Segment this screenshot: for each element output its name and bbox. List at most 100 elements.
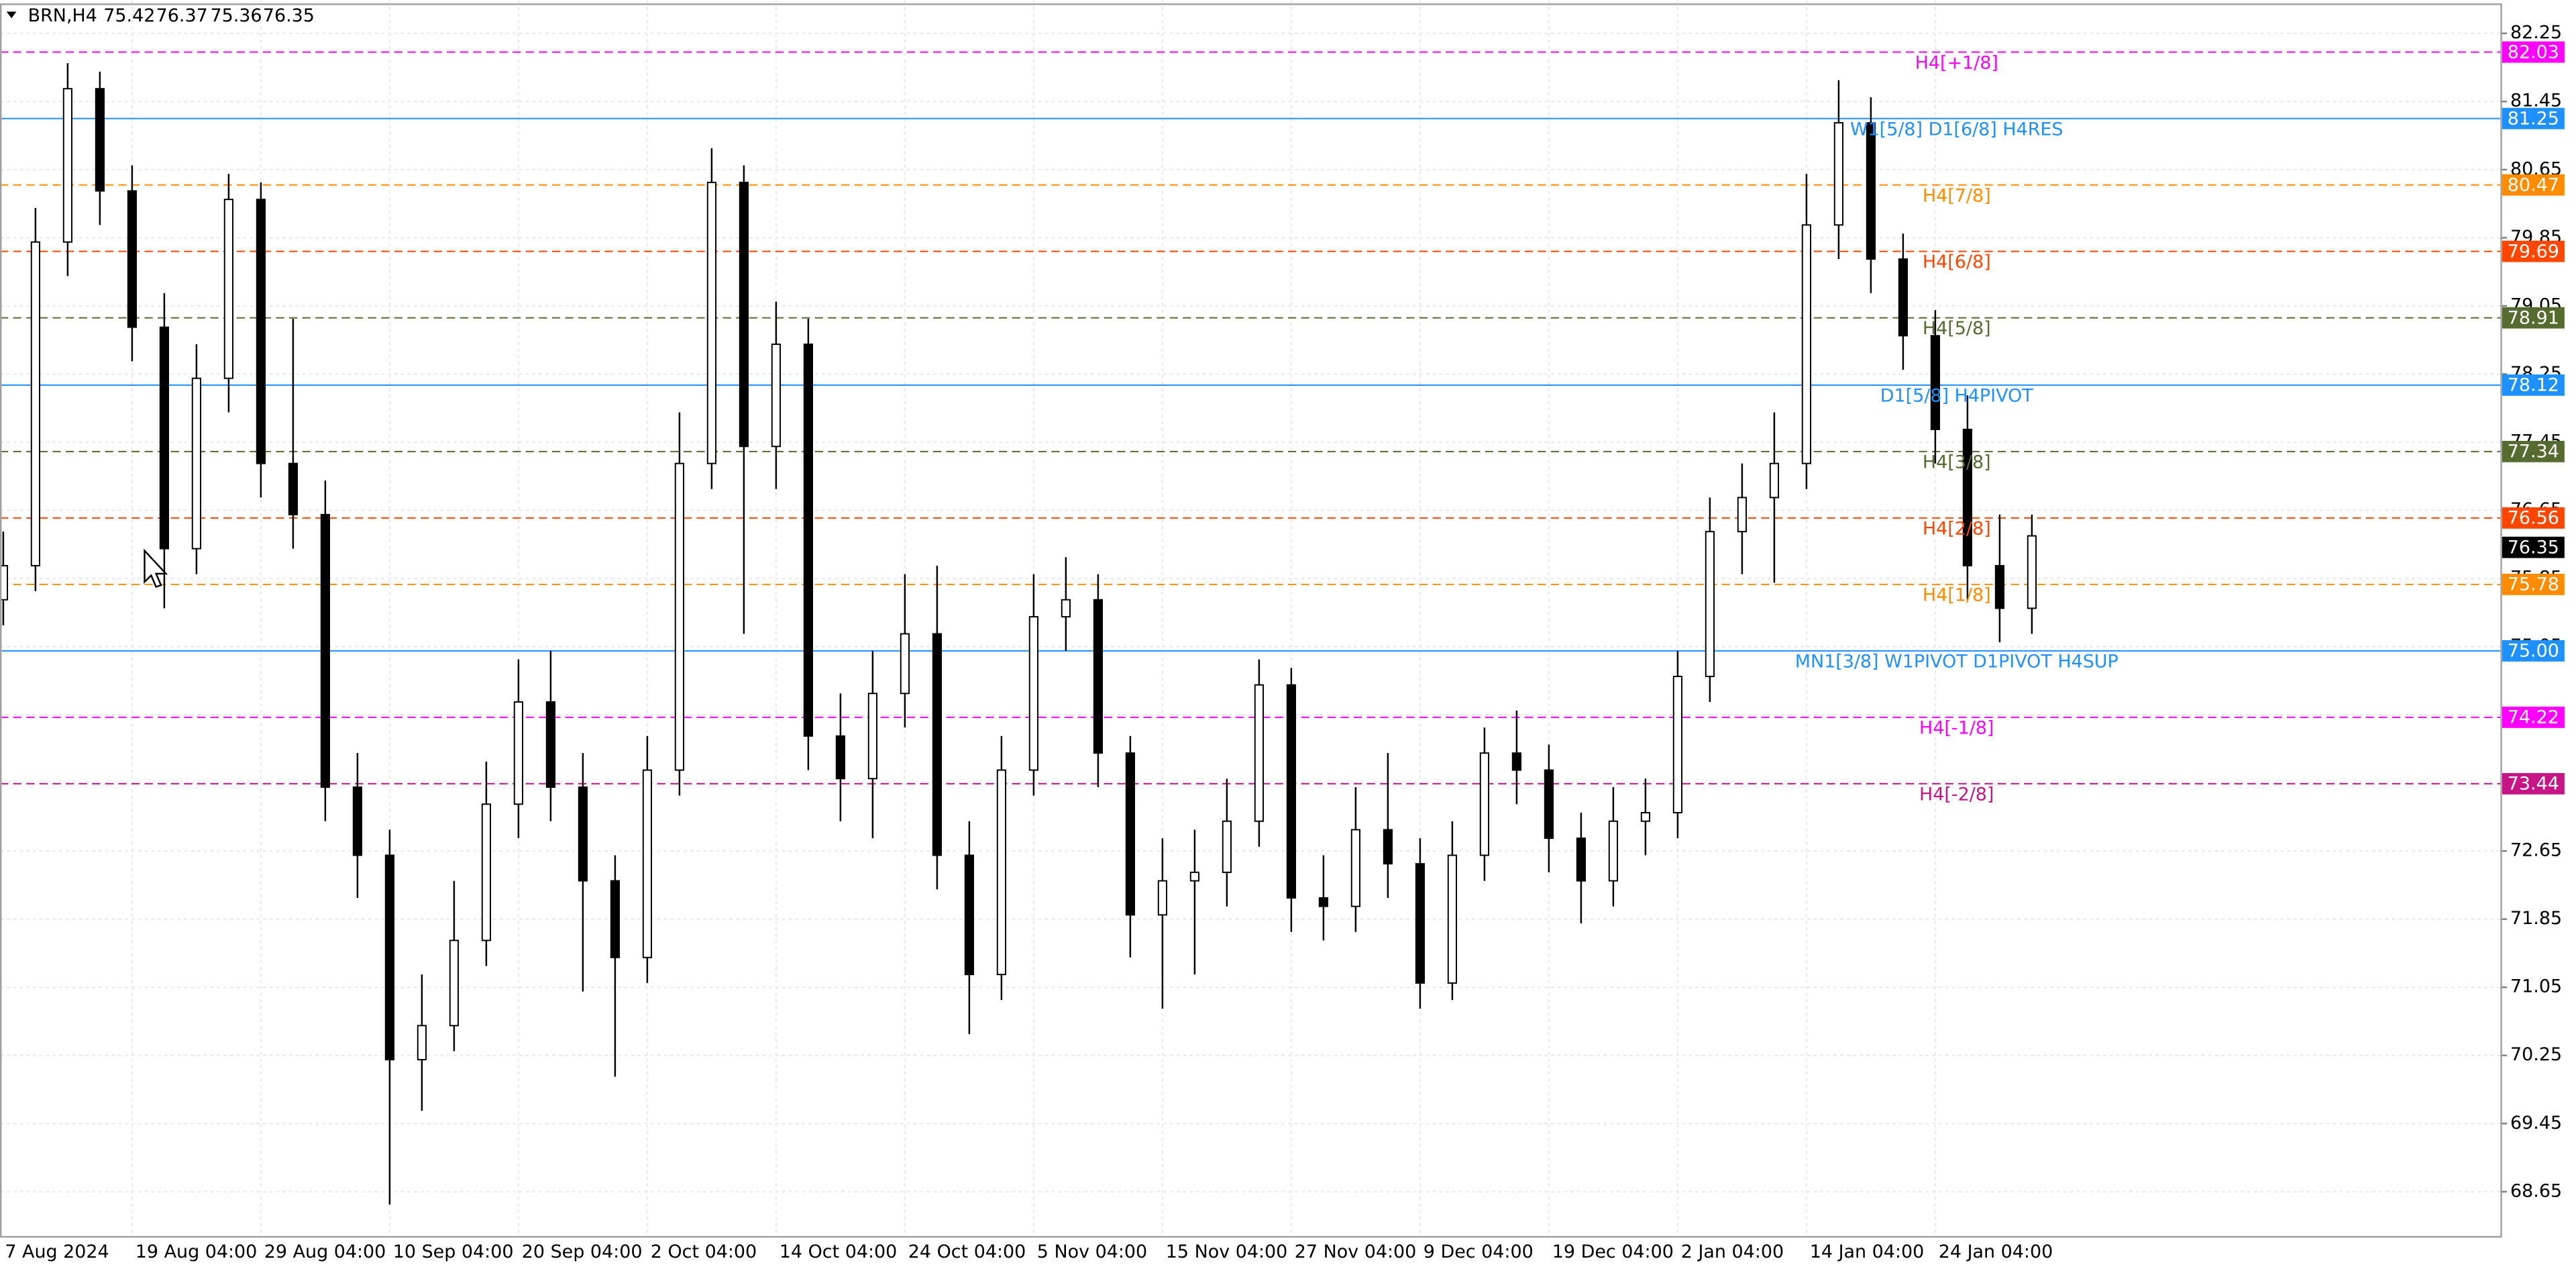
candle-body — [739, 181, 749, 448]
price-tag — [2502, 640, 2565, 662]
candle-body — [1350, 829, 1361, 907]
price-tag — [2502, 772, 2565, 795]
x-tick-label: 2 Jan 04:00 — [1681, 1241, 1784, 1262]
price-tag — [2502, 706, 2565, 728]
mouse-cursor — [144, 548, 168, 588]
candle-body — [1286, 684, 1296, 899]
price-tag-label: 78.12 — [2508, 375, 2559, 396]
header-open: 75.42 — [103, 5, 155, 26]
x-tick-label: 9 Dec 04:00 — [1424, 1241, 1534, 1262]
candle-body — [964, 854, 974, 976]
price-tag-label: 75.78 — [2508, 574, 2559, 595]
price-tag — [2502, 440, 2565, 462]
price-tag-label: 75.00 — [2508, 641, 2559, 662]
price-tag — [2502, 307, 2565, 329]
candle-body — [1672, 675, 1683, 814]
x-tick-label: 14 Jan 04:00 — [1810, 1241, 1924, 1262]
candle-body — [1222, 820, 1232, 873]
candle-body — [1801, 224, 1811, 464]
candle-body — [803, 343, 813, 737]
price-tag-label: 80.47 — [2508, 174, 2559, 195]
x-tick-label: 29 Aug 04:00 — [264, 1241, 386, 1262]
candle-body — [1737, 497, 1748, 533]
candle-body — [1544, 769, 1554, 840]
candle-body — [1866, 121, 1876, 260]
candle-body — [1608, 820, 1619, 882]
header-symbol: BRN,H4 — [28, 5, 97, 26]
header-high: 76.37 — [156, 5, 208, 26]
candle-body — [900, 633, 910, 695]
x-tick-label: 10 Sep 04:00 — [393, 1241, 514, 1262]
candle-body — [545, 701, 556, 788]
header-menu-arrow[interactable] — [6, 11, 17, 19]
candle-body — [1028, 616, 1039, 771]
y-tick-label: 82.25 — [2510, 22, 2562, 43]
candle-body — [578, 786, 588, 882]
price-tag-label: 81.25 — [2508, 108, 2559, 129]
price-tag — [2502, 41, 2565, 63]
candle-body — [610, 880, 620, 958]
level-name: H4[-1/8] — [1919, 718, 1994, 739]
level-name: H4[-2/8] — [1919, 784, 1994, 805]
x-tick-label: 7 Aug 2024 — [5, 1241, 109, 1262]
price-tag-label: 78.91 — [2508, 307, 2559, 328]
plot-border — [0, 3, 2502, 1238]
price-tag-label: 77.34 — [2508, 442, 2559, 462]
level-name: H4[5/8] — [1923, 318, 1991, 339]
price-tag — [2502, 573, 2565, 595]
level-name: H4[3/8] — [1923, 452, 1991, 473]
x-tick-label: 2 Oct 04:00 — [651, 1241, 757, 1262]
candle-body — [1930, 335, 1941, 430]
candle-body — [30, 241, 41, 566]
y-tick-label: 70.25 — [2510, 1044, 2562, 1065]
x-tick-label: 5 Nov 04:00 — [1037, 1241, 1147, 1262]
candle-body — [95, 88, 105, 192]
candle-body — [1898, 258, 1909, 337]
candle-body — [1769, 462, 1780, 499]
candle-body — [1061, 599, 1071, 618]
candle-body — [674, 462, 685, 771]
price-tag — [2502, 107, 2565, 130]
price-tag-label: 82.03 — [2508, 42, 2559, 62]
candle-body — [1576, 837, 1587, 882]
candle-body — [1383, 829, 1393, 865]
y-tick-label: 69.45 — [2510, 1113, 2562, 1133]
x-tick-label: 20 Sep 04:00 — [522, 1241, 643, 1262]
candle-body — [513, 701, 524, 805]
price-tag-label: 74.22 — [2508, 707, 2559, 728]
x-tick-label: 24 Oct 04:00 — [908, 1241, 1026, 1262]
candle-body — [1189, 871, 1200, 882]
levels-layer — [0, 51, 2501, 784]
candle-body — [0, 564, 9, 601]
candle-body — [1415, 863, 1426, 984]
candle-body — [1318, 897, 1328, 907]
candle-body — [352, 786, 363, 856]
price-tag-label: 73.44 — [2508, 774, 2559, 795]
price-tag — [2502, 174, 2565, 196]
price-tag-label: 76.56 — [2508, 508, 2559, 529]
candle-body — [417, 1025, 427, 1061]
x-tick-label: 14 Oct 04:00 — [780, 1241, 898, 1262]
candle-body — [1705, 531, 1715, 677]
x-tick-label: 24 Jan 04:00 — [1939, 1241, 2053, 1262]
level-name: H4[1/8] — [1923, 585, 1991, 606]
candle-body — [384, 854, 394, 1061]
header-close: 76.35 — [263, 5, 315, 26]
candle-body — [642, 769, 652, 958]
level-name: H4[6/8] — [1923, 252, 1991, 272]
price-tag — [2502, 374, 2565, 396]
x-tick-label: 19 Aug 04:00 — [136, 1241, 258, 1262]
price-tag-label: 76.35 — [2508, 537, 2559, 558]
candle-body — [1511, 752, 1522, 771]
level-name: D1[5/8] H4PIVOT — [1880, 386, 2033, 407]
candle-body — [1254, 684, 1265, 822]
candle-body — [867, 693, 878, 780]
candle-body — [127, 190, 138, 328]
candle-body — [256, 199, 266, 464]
candle-body — [320, 513, 330, 788]
candle-body — [159, 326, 169, 550]
y-tick-label: 72.65 — [2510, 840, 2562, 861]
candle-body — [1093, 599, 1104, 754]
